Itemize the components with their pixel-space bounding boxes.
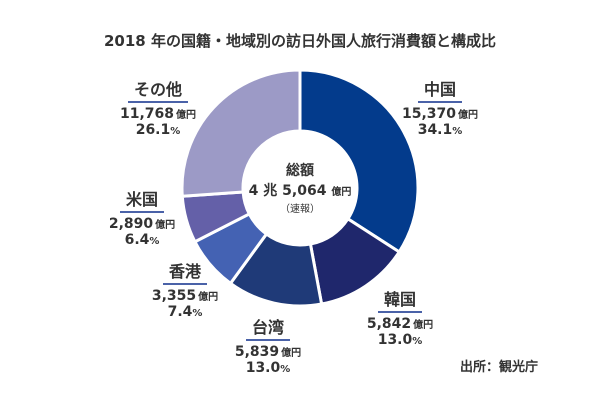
value-label: 5,839 — [234, 344, 280, 360]
unit-label: 億円 — [176, 110, 197, 121]
category-label: 台湾 — [245, 314, 290, 341]
value-label: 3,355 — [151, 288, 197, 304]
unit-label: 億円 — [155, 220, 176, 231]
value-label: 11,768 — [119, 106, 175, 122]
percent-label: 13.0 — [377, 332, 413, 348]
category-label: その他 — [127, 76, 188, 103]
category-label: 香港 — [162, 258, 207, 285]
slice-0 — [298, 68, 420, 254]
unit-label: 億円 — [458, 110, 479, 121]
value-label: 15,370 — [401, 106, 457, 122]
percent-unit: % — [280, 364, 291, 375]
value-label: 2,890 — [108, 216, 154, 232]
center-note: （速報） — [280, 204, 320, 215]
percent-label: 6.4 — [124, 232, 150, 248]
slice-label: 米国 2,890 億円 6.4% — [82, 186, 202, 248]
center-unit: 億円 — [331, 187, 352, 198]
unit-label: 億円 — [413, 320, 434, 331]
percent-unit: % — [170, 126, 181, 137]
slice-label: 韓国 5,842 億円 13.0% — [340, 286, 460, 348]
source-note: 出所：観光庁 — [459, 360, 538, 375]
percent-label: 26.1 — [135, 122, 171, 138]
percent-unit: % — [192, 308, 203, 319]
slice-label: 香港 3,355 億円 7.4% — [125, 258, 245, 320]
category-label: 韓国 — [377, 286, 422, 313]
unit-label: 億円 — [281, 348, 302, 359]
slice-label: 台湾 5,839 億円 13.0% — [208, 314, 328, 376]
slice-label: その他 11,768 億円 26.1% — [98, 76, 218, 138]
percent-unit: % — [149, 236, 160, 247]
category-label: 中国 — [417, 76, 462, 103]
percent-unit: % — [452, 126, 463, 137]
center-total: 総額 4 兆 5,064 億円 （速報） — [240, 160, 360, 215]
percent-label: 7.4 — [167, 304, 193, 320]
slice-label: 中国 15,370 億円 34.1% — [380, 76, 500, 138]
percent-unit: % — [412, 336, 423, 347]
category-label: 米国 — [119, 186, 164, 213]
slice-5 — [180, 68, 302, 198]
center-title: 総額 — [286, 163, 314, 179]
unit-label: 億円 — [198, 292, 219, 303]
percent-label: 34.1 — [417, 122, 453, 138]
chart-title: 2018 年の国籍・地域別の訪日外国人旅行消費額と構成比 — [104, 32, 496, 50]
percent-label: 13.0 — [245, 360, 281, 376]
value-label: 5,842 — [366, 316, 412, 332]
center-value: 4 兆 5,064 — [248, 183, 327, 199]
